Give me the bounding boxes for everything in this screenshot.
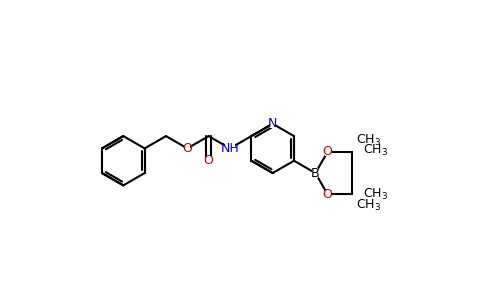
Text: NH: NH — [221, 142, 240, 155]
Text: O: O — [182, 142, 192, 155]
FancyBboxPatch shape — [184, 144, 190, 153]
FancyBboxPatch shape — [312, 168, 318, 178]
Text: O: O — [323, 145, 333, 158]
Text: CH$_3$: CH$_3$ — [363, 142, 388, 158]
FancyBboxPatch shape — [270, 119, 276, 128]
FancyBboxPatch shape — [325, 190, 331, 199]
FancyBboxPatch shape — [206, 156, 212, 165]
Text: B: B — [311, 167, 319, 180]
Text: O: O — [204, 154, 213, 167]
FancyBboxPatch shape — [225, 144, 235, 153]
Text: N: N — [268, 117, 277, 130]
Text: CH$_3$: CH$_3$ — [363, 187, 388, 202]
Text: CH$_3$: CH$_3$ — [356, 198, 381, 213]
FancyBboxPatch shape — [325, 147, 331, 156]
Text: O: O — [323, 188, 333, 201]
Text: CH$_3$: CH$_3$ — [356, 134, 381, 148]
